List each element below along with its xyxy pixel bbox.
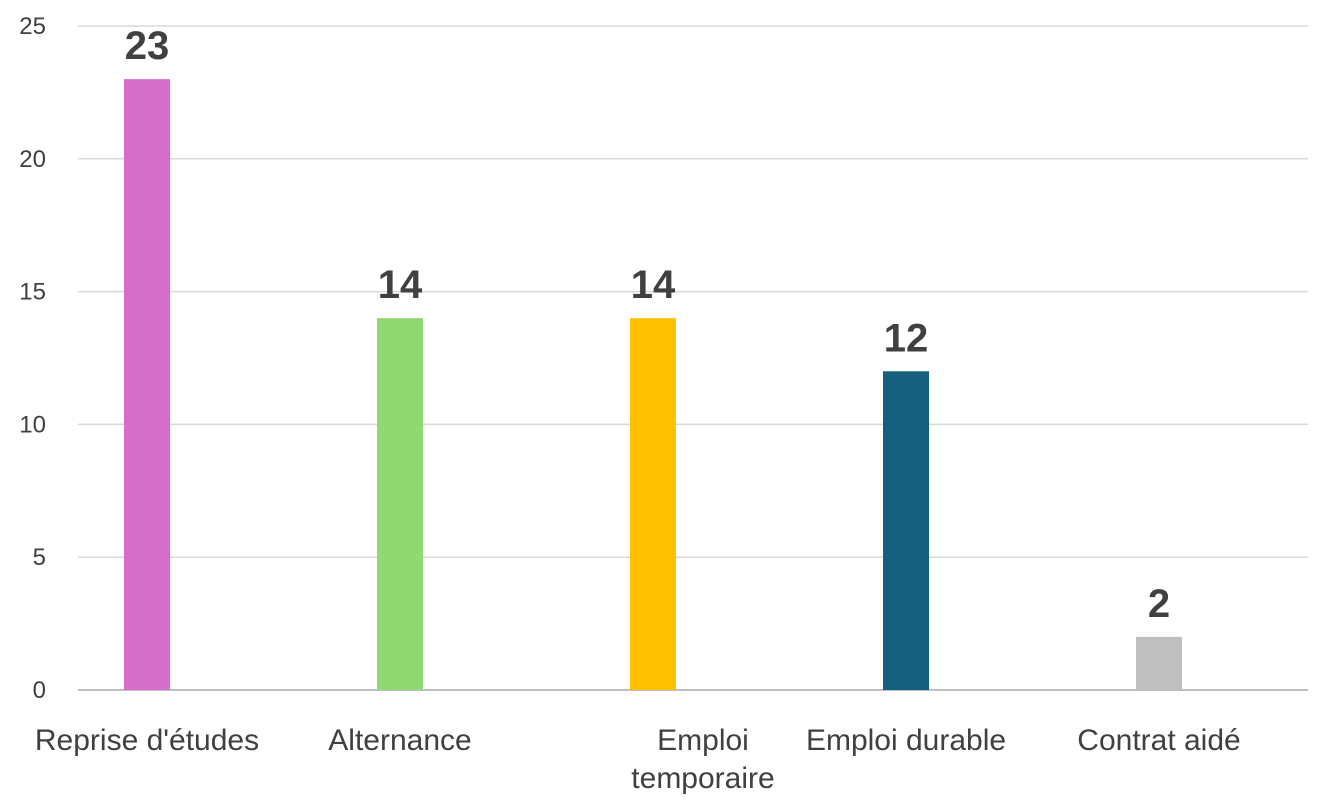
bar [1136,636,1182,690]
gridlines [78,25,1308,691]
bars [124,79,1182,691]
data-labels: 23 14 14 12 2 [125,24,1170,626]
y-tick-label: 5 [33,544,46,571]
x-axis: Reprise d'études Alternance Emploi temporai… [35,724,1241,795]
x-tick-label-line: Emploi durable [806,724,1006,757]
y-tick-label: 10 [19,411,46,438]
bar [630,318,676,690]
data-label: 12 [884,316,929,360]
data-label: 14 [378,263,423,307]
data-label: 14 [631,263,676,307]
x-tick-label: Emploi temporaire [631,724,774,795]
x-tick-label-line: Reprise d'études [35,724,259,757]
y-tick-label: 15 [19,279,46,306]
x-tick-label-line: Alternance [328,724,471,757]
data-label: 23 [125,24,170,68]
x-tick-label: Emploi durable [806,724,1006,757]
bar [124,79,170,691]
y-tick-label: 25 [19,13,46,40]
y-tick-label: 0 [33,677,46,704]
y-axis: 0 5 10 15 20 25 [19,13,46,704]
x-tick-label: Contrat aidé [1077,724,1240,757]
x-tick-label-line: temporaire [631,762,774,795]
x-tick-label: Reprise d'études [35,724,259,757]
bar [883,371,929,690]
y-tick-label: 20 [19,146,46,173]
x-tick-label: Alternance [328,724,471,757]
x-tick-label-line: Emploi [657,724,749,757]
data-label: 2 [1148,582,1170,626]
bar [377,318,423,690]
x-tick-label-line: Contrat aidé [1077,724,1240,757]
